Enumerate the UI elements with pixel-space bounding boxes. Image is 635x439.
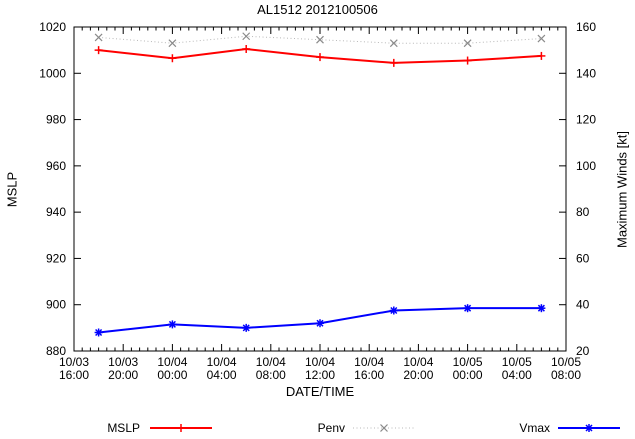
- legend-label-mslp: MSLP: [107, 421, 140, 435]
- x-tick-label: 10/05: [551, 355, 581, 369]
- y-tick-label-right: 40: [576, 298, 590, 312]
- x-tick-label: 10/05: [502, 355, 532, 369]
- asterisk-marker: [537, 304, 545, 312]
- asterisk-marker: [242, 324, 250, 332]
- asterisk-marker: [168, 320, 176, 328]
- cross-marker: [389, 39, 398, 48]
- y-tick-label-left: 900: [46, 298, 66, 312]
- y-tick-label-left: 940: [46, 205, 66, 219]
- cross-marker: [316, 35, 324, 44]
- x-tick-label: 20:00: [403, 368, 433, 382]
- y-tick-label-left: 960: [46, 159, 66, 173]
- x-tick-label: 10/04: [256, 355, 286, 369]
- x-tick-label: 08:00: [551, 368, 581, 382]
- y-tick-label-right: 120: [576, 113, 596, 127]
- asterisk-marker: [464, 304, 472, 312]
- y-tick-label-right: 160: [576, 20, 596, 34]
- asterisk-marker: [95, 328, 103, 337]
- cross-marker: [168, 39, 177, 48]
- x-tick-label: 16:00: [354, 368, 384, 382]
- cross-marker: [380, 424, 388, 432]
- x-tick-label: 00:00: [453, 368, 483, 382]
- y-tick-label-right: 60: [576, 251, 590, 265]
- x-tick-label: 10/04: [157, 355, 187, 369]
- y-tick-label-left: 1020: [39, 20, 66, 34]
- y-tick-label-left: 880: [46, 344, 66, 358]
- x-tick-label: 04:00: [207, 368, 237, 382]
- y-tick-label-left: 920: [46, 251, 66, 265]
- x-tick-label: 10/03: [108, 355, 138, 369]
- y-tick-label-left: 1000: [39, 66, 66, 80]
- y-tick-label-right: 80: [576, 205, 590, 219]
- legend-label-penv: Penv: [318, 421, 345, 435]
- y-tick-label-left: 980: [46, 113, 66, 127]
- cross-marker: [94, 33, 103, 42]
- x-axis-label: DATE/TIME: [285, 384, 355, 399]
- x-tick-label: 10/03: [59, 355, 89, 369]
- cross-marker: [463, 39, 472, 48]
- chart-title: AL1512 2012100506: [257, 2, 378, 17]
- x-tick-label: 08:00: [256, 368, 286, 382]
- x-tick-label: 10/05: [453, 355, 483, 369]
- x-tick-label: 00:00: [157, 368, 187, 382]
- y-tick-label-right: 20: [576, 344, 590, 358]
- x-tick-label: 10/04: [403, 355, 433, 369]
- x-tick-label: 10/04: [354, 355, 384, 369]
- x-tick-label: 20:00: [108, 368, 138, 382]
- x-tick-label: 12:00: [305, 368, 335, 382]
- plot-border: [73, 26, 567, 352]
- x-tick-label: 16:00: [59, 368, 89, 382]
- asterisk-marker: [316, 319, 324, 327]
- x-tick-label: 10/04: [207, 355, 237, 369]
- x-tick-label: 10/04: [305, 355, 335, 369]
- asterisk-marker: [390, 306, 398, 315]
- cross-marker: [242, 32, 251, 41]
- y-tick-label-right: 140: [576, 66, 596, 80]
- x-tick-label: 04:00: [502, 368, 532, 382]
- cross-marker: [537, 34, 546, 43]
- y-tick-label-right: 100: [576, 159, 596, 173]
- asterisk-marker: [585, 424, 593, 432]
- legend-label-vmax: Vmax: [519, 421, 550, 435]
